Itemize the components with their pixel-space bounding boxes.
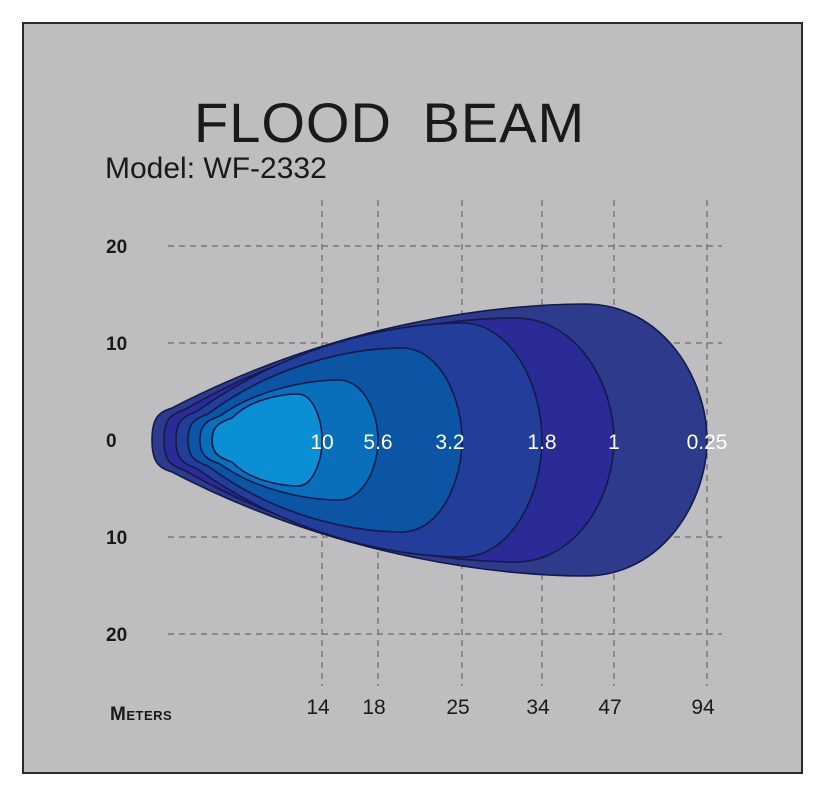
contour-label: 5.6: [363, 431, 392, 454]
x-axis-unit-label: Meters: [110, 704, 173, 725]
chart-frame: FLOOD BEAM Model: WF-2332 Meters 10 5.6 3.…: [22, 22, 803, 774]
x-tick-label: 94: [691, 696, 715, 719]
contour-label: 1: [608, 431, 620, 454]
y-tick-label: 20: [106, 237, 127, 258]
y-tick-label: 10: [106, 528, 127, 549]
contour-label: 3.2: [435, 431, 464, 454]
chart-subtitle: Model: WF-2332: [105, 152, 327, 185]
x-tick-label: 34: [526, 696, 550, 719]
contour-label: 0.25: [687, 431, 728, 454]
x-tick-label: 25: [446, 696, 469, 719]
x-tick-label: 47: [598, 696, 621, 719]
x-tick-label: 14: [306, 696, 330, 719]
contour-label: 1.8: [527, 431, 556, 454]
contour-label: 10: [310, 431, 333, 454]
y-tick-label: 20: [106, 625, 127, 646]
beam-contour-10: [211, 393, 323, 487]
y-tick-label: 10: [106, 334, 127, 355]
x-tick-label: 18: [362, 696, 385, 719]
chart-title: FLOOD BEAM: [194, 91, 586, 154]
beam-chart: 10 5.6 3.2 1.8 1 0.25 20 10 0 10 20 14 18 25 34 47 94: [106, 200, 728, 719]
y-tick-label: 0: [106, 431, 117, 452]
